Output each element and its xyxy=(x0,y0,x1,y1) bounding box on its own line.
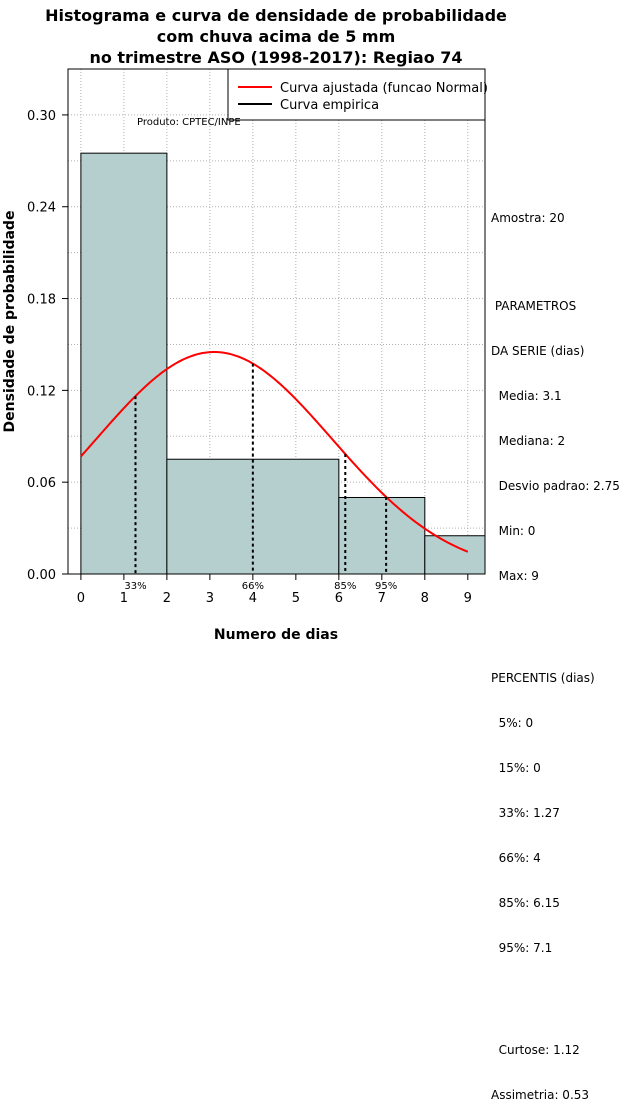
normal-fit-curve xyxy=(80,350,469,553)
side-panel: Amostra: 20 PARAMETROS DA SERIE (dias) M… xyxy=(491,181,620,1118)
chart-title-line: no trimestre ASO (1998-2017): Regiao 74 xyxy=(89,48,462,67)
params-subtitle: DA SERIE (dias) xyxy=(491,344,585,358)
histogram-bar xyxy=(338,496,426,575)
stat-median: Mediana: 2 xyxy=(491,434,566,448)
y-tick-label: 0.06 xyxy=(27,476,56,491)
y-tick-label: 0.00 xyxy=(27,568,56,583)
chart-title-line: Histograma e curva de densidade de proba… xyxy=(45,6,507,25)
y-tick-label: 0.30 xyxy=(27,109,56,124)
percentile-66: 66%: 4 xyxy=(491,851,541,865)
stat-max: Max: 9 xyxy=(491,569,539,583)
x-tick-label: 5 xyxy=(292,591,300,606)
percentile-95: 95%: 7.1 xyxy=(491,941,553,955)
legend-box xyxy=(227,68,486,121)
histogram-bar xyxy=(80,152,168,575)
x-tick-label: 0 xyxy=(77,591,85,606)
percentile-33: 33%: 1.27 xyxy=(491,806,560,820)
params-title: PARAMETROS xyxy=(491,299,577,313)
percentile-label: 95% xyxy=(375,581,397,592)
x-tick-label: 2 xyxy=(163,591,171,606)
x-tick-label: 4 xyxy=(249,591,257,606)
x-tick-label: 9 xyxy=(464,591,472,606)
x-tick-label: 1 xyxy=(120,591,128,606)
x-tick-label: 6 xyxy=(335,591,343,606)
legend-label: Curva empirica xyxy=(280,98,379,113)
percentile-15: 15%: 0 xyxy=(491,761,541,775)
stat-min: Min: 0 xyxy=(491,524,536,538)
stat-kurtosis: Curtose: 1.12 xyxy=(491,1043,580,1057)
percentile-5: 5%: 0 xyxy=(491,716,534,730)
sample-size: Amostra: 20 xyxy=(491,211,565,225)
y-axis-label: Densidade de probabilidade xyxy=(2,211,18,433)
y-tick-label: 0.12 xyxy=(27,384,56,399)
histogram-chart: Histograma e curva de densidade de proba… xyxy=(2,6,507,643)
percentile-label: 66% xyxy=(242,581,264,592)
percentiles-title: PERCENTIS (dias) xyxy=(491,671,595,685)
chart-title-line: com chuva acima de 5 mm xyxy=(157,27,396,46)
legend-label: Curva ajustada (funcao Normal) xyxy=(280,81,488,96)
histogram-bar xyxy=(424,535,486,575)
y-tick-label: 0.24 xyxy=(27,201,56,216)
stat-sd: Desvio padrao: 2.75 xyxy=(491,479,620,493)
x-tick-label: 8 xyxy=(421,591,429,606)
percentile-label: 85% xyxy=(334,581,356,592)
credit-label: Produto: CPTEC/INPE xyxy=(137,117,241,128)
stat-mean: Media: 3.1 xyxy=(491,389,562,403)
percentile-label: 33% xyxy=(124,581,146,592)
x-tick-label: 3 xyxy=(206,591,214,606)
percentile-85: 85%: 6.15 xyxy=(491,896,560,910)
x-axis-label: Numero de dias xyxy=(214,627,338,643)
y-tick-label: 0.18 xyxy=(27,293,56,308)
stat-skewness: Assimetria: 0.53 xyxy=(491,1088,590,1102)
x-tick-label: 7 xyxy=(378,591,386,606)
